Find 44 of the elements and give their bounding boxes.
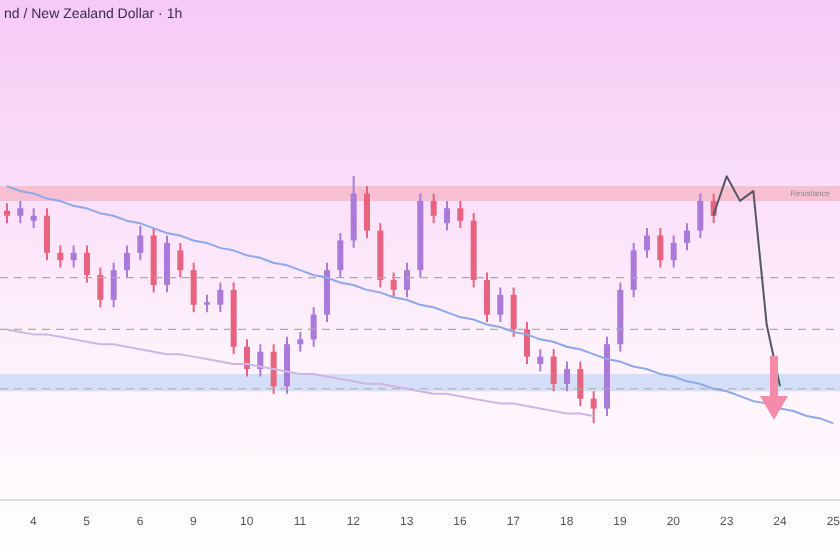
- candlestick: [484, 271, 490, 324]
- candlestick: [390, 271, 397, 299]
- candlestick: [190, 261, 197, 314]
- candlestick: [457, 199, 464, 230]
- candlestick: [284, 335, 290, 395]
- candlestick: [350, 175, 357, 249]
- candlestick: [124, 244, 130, 279]
- candlestick: [44, 207, 50, 262]
- candlestick: [297, 330, 304, 353]
- candlestick: [404, 261, 410, 299]
- candlestick: [670, 234, 677, 269]
- candlestick: [57, 244, 64, 269]
- candlestick: [577, 360, 584, 408]
- candlestick: [684, 222, 690, 252]
- candlestick: [17, 199, 24, 225]
- candlestick: [164, 234, 170, 294]
- candlestick: [84, 244, 90, 284]
- candlestick: [537, 348, 544, 373]
- candlestick: [244, 338, 250, 378]
- candlestick: [97, 266, 104, 309]
- candlestick: [550, 348, 557, 393]
- candlestick: [110, 261, 117, 309]
- candlestick: [444, 199, 450, 232]
- candlestick: [337, 232, 344, 279]
- candlestick: [497, 286, 504, 324]
- candlestick: [324, 261, 330, 324]
- candlestick: [697, 192, 704, 239]
- candlestick: [510, 286, 517, 338]
- candlestick: [644, 227, 650, 259]
- candlestick: [137, 224, 144, 262]
- candlestick: [524, 321, 530, 366]
- candlestick: [630, 241, 637, 299]
- candlestick: [4, 202, 10, 225]
- candlestick: [364, 185, 370, 239]
- candlestick: [270, 343, 277, 395]
- candlestick: [70, 244, 77, 269]
- candlestick: [590, 390, 597, 425]
- candlestick: [657, 227, 664, 269]
- candlestick: [217, 281, 224, 314]
- candlestick: [564, 360, 570, 393]
- candlestick: [310, 306, 317, 348]
- candlestick: [30, 207, 37, 230]
- candlestick: [177, 241, 184, 279]
- candlestick: [430, 192, 437, 225]
